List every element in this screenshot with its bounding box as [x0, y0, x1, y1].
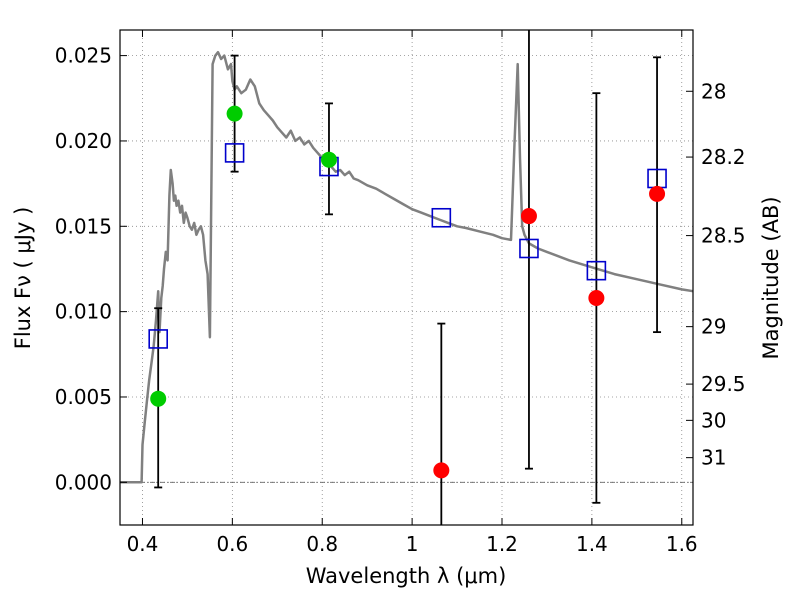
- y-tick-label-2: 0.010: [55, 300, 112, 324]
- x-tick-label-0: 0.4: [127, 532, 159, 556]
- optical-point-0: [150, 390, 167, 407]
- observed-photometry-series: [150, 105, 666, 479]
- magnitude-tick-label-1: 28.2: [701, 145, 746, 169]
- x-tick-label-1: 0.6: [216, 532, 248, 556]
- magnitude-axis-ticks: 28 28.2 28.5 29 29.5 30 31: [686, 79, 746, 470]
- sed-model-curve: [120, 50, 694, 484]
- magnitude-tick-label-0: 28: [701, 79, 726, 103]
- magnitude-tick-label-3: 29: [701, 315, 726, 339]
- optical-point-2: [320, 151, 337, 168]
- model-square-5: [586, 260, 607, 281]
- optical-point-1: [226, 105, 243, 122]
- x-tick-label-2: 0.8: [306, 532, 338, 556]
- x-axis-label: Wavelength λ (μm): [306, 564, 507, 588]
- plot-frame: [119, 29, 694, 526]
- model-photometry-series: [148, 143, 667, 349]
- magnitude-tick-label-2: 28.5: [701, 224, 746, 248]
- nir-point-1: [520, 208, 537, 225]
- y-tick-label-5: 0.025: [55, 44, 112, 68]
- nir-point-2: [588, 289, 605, 306]
- magnitude-tick-label-6: 31: [701, 446, 726, 470]
- x-tick-label-5: 1.4: [576, 532, 608, 556]
- x-tick-label-6: 1.6: [666, 532, 698, 556]
- x-tick-label-4: 1.2: [486, 532, 518, 556]
- model-square-1: [224, 143, 245, 163]
- y-tick-label-0: 0.000: [55, 470, 112, 494]
- nir-point-0: [433, 462, 450, 479]
- sed-model-series: [120, 50, 694, 484]
- nir-point-3: [649, 185, 666, 202]
- y-tick-label-1: 0.005: [55, 385, 112, 409]
- model-square-0: [148, 329, 168, 349]
- model-square-3: [431, 207, 452, 228]
- model-square-4: [519, 238, 539, 259]
- x-axis-ticks: 0.4 0.6 0.8 1 1.2 1.4 1.6: [127, 30, 698, 556]
- x-tick-label-3: 1: [406, 532, 419, 556]
- y-axis-label: Flux Fν ( μJy ): [11, 207, 35, 350]
- magnitude-tick-label-4: 29.5: [701, 372, 746, 396]
- magnitude-axis-label: Magnitude (AB): [759, 196, 783, 359]
- magnitude-tick-label-5: 30: [701, 408, 726, 432]
- y-tick-label-4: 0.020: [55, 129, 112, 153]
- y-tick-label-3: 0.015: [55, 214, 112, 238]
- y-axis-ticks: 0.000 0.005 0.010 0.015 0.020 0.025: [55, 44, 127, 494]
